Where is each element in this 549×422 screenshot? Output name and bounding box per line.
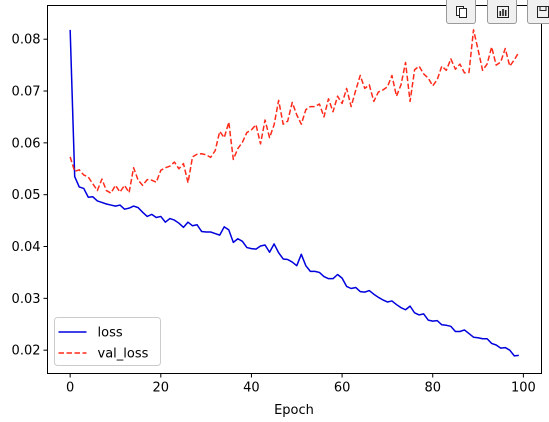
y-tick-label: 0.05 <box>12 188 41 203</box>
y-tick-label: 0.02 <box>12 344 41 359</box>
x-tick-label: 100 <box>511 381 536 396</box>
y-tick-label: 0.03 <box>12 292 41 307</box>
save-icon <box>537 6 549 18</box>
copy-button[interactable] <box>446 0 476 24</box>
legend-label-val_loss: val_loss <box>98 347 149 362</box>
x-tick-label: 0 <box>66 381 74 396</box>
series-line-val_loss <box>69 29 520 194</box>
chart-button[interactable] <box>487 0 517 24</box>
y-tick-label: 0.07 <box>12 85 41 100</box>
x-tick-label: 40 <box>243 381 260 396</box>
x-tick-label: 80 <box>424 381 441 396</box>
x-tick-label: 60 <box>334 381 351 396</box>
save-button[interactable] <box>527 0 549 24</box>
y-tick-label: 0.04 <box>12 240 41 255</box>
bar-chart-icon <box>497 6 509 18</box>
y-axis: 0.02 0.03 0.04 0.05 0.06 0.07 0.08 <box>12 33 48 359</box>
legend-label-loss: loss <box>98 326 123 341</box>
series-layer <box>69 29 520 357</box>
x-axis: 0 20 40 60 80 100 <box>66 373 536 396</box>
legend: loss val_loss <box>54 317 161 366</box>
copy-icon <box>456 6 467 18</box>
x-axis-label: Epoch <box>274 403 314 418</box>
plot-frame <box>47 5 542 374</box>
legend-frame <box>54 317 161 366</box>
y-tick-label: 0.08 <box>12 33 41 48</box>
series-line-loss <box>69 29 519 357</box>
x-tick-label: 20 <box>153 381 170 396</box>
y-tick-label: 0.06 <box>12 136 41 151</box>
